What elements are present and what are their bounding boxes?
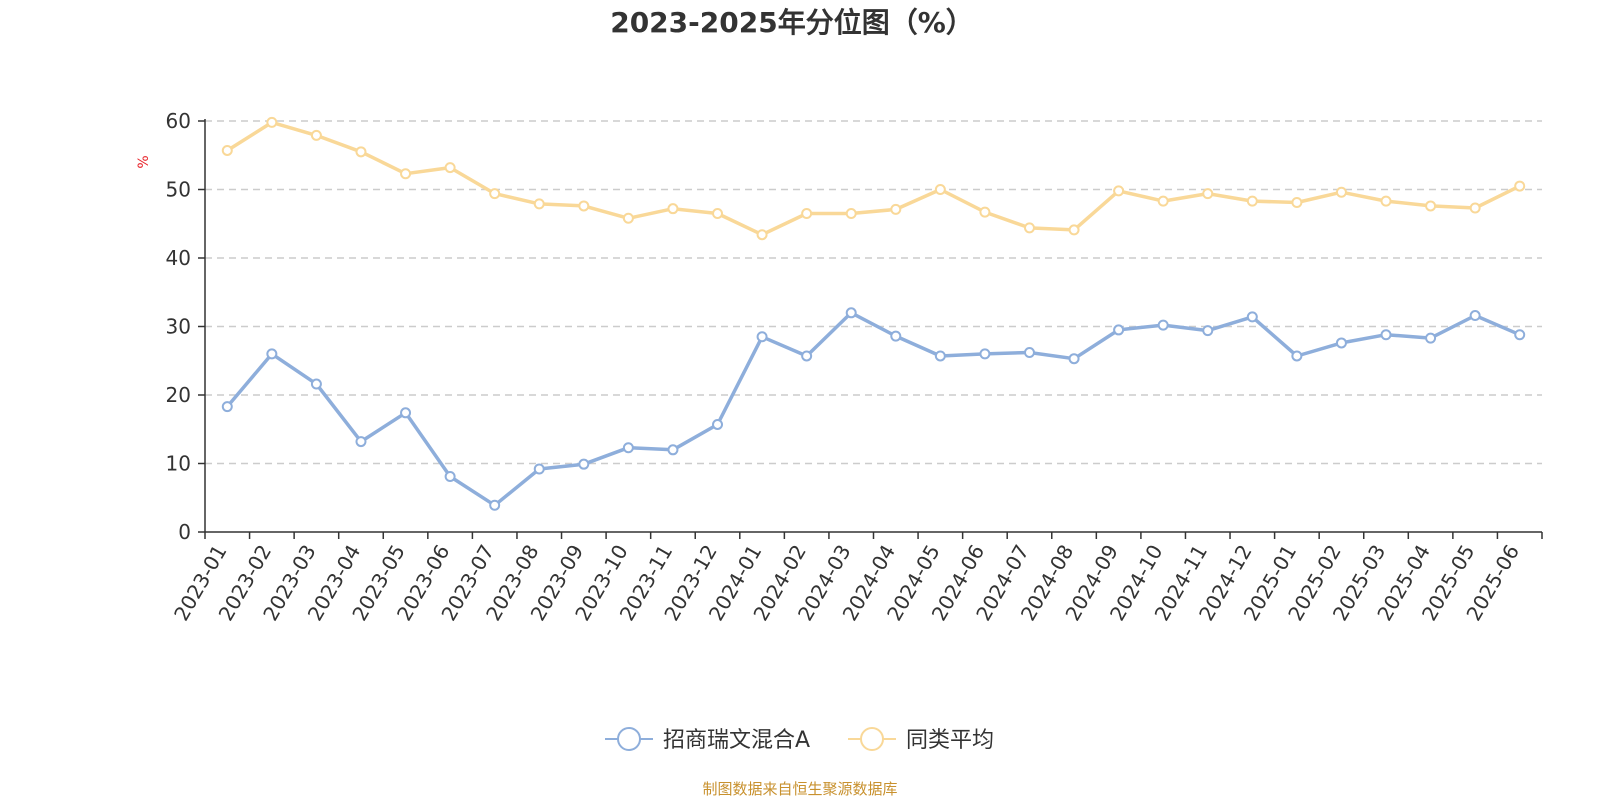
data-point [890,203,902,215]
data-point [355,146,367,158]
data-point [578,458,590,470]
data-point [1469,202,1481,214]
data-point [845,207,857,219]
source-note: 制图数据来自恒生聚源数据库 [702,780,897,798]
data-point [1023,222,1035,234]
data-point [578,200,590,212]
data-point [1202,325,1214,337]
data-point [1157,319,1169,331]
data-point [756,331,768,343]
data-point [221,401,233,413]
data-point [310,378,322,390]
y-tick-label: 0 [178,520,191,544]
data-point [355,436,367,448]
data-point [266,348,278,360]
data-point [489,499,501,511]
data-point [667,203,679,215]
data-point [1469,310,1481,322]
data-point [1425,332,1437,344]
data-point [622,212,634,224]
data-point [1380,195,1392,207]
data-point [400,168,412,180]
data-point [934,350,946,362]
data-point [1514,180,1526,192]
series-line-0 [225,311,1521,508]
data-point [801,350,813,362]
data-point [1514,329,1526,341]
data-point [1380,329,1392,341]
data-point [533,463,545,475]
data-point [712,418,724,430]
series-line-1 [226,120,1521,237]
data-point [667,444,679,456]
legend-marker-icon [617,727,641,751]
data-point [1113,185,1125,197]
data-point [622,442,634,454]
data-point [444,471,456,483]
data-point [1246,195,1258,207]
data-point [845,307,857,319]
y-tick-labels: 0 10 20 30 40 50 60 [166,109,191,544]
data-point [400,407,412,419]
y-axis-unit-label: % [136,155,152,168]
data-point [1023,347,1035,359]
legend-item-1[interactable]: 同类平均 [906,728,994,753]
data-point [979,348,991,360]
data-point [934,184,946,195]
data-point [266,116,278,128]
legend[interactable]: 招商瑞文混合A 同类平均 [605,727,994,753]
data-point [444,162,456,174]
data-point [1335,186,1347,198]
data-point [489,188,501,200]
data-point [1068,224,1080,236]
data-point [221,144,233,156]
data-point [979,206,991,218]
data-point [533,198,545,210]
axes [198,119,1543,539]
data-point [310,129,322,141]
y-tick-label: 40 [166,246,191,270]
y-tick-label: 50 [166,178,191,202]
data-point [1425,200,1437,212]
legend-marker-icon [860,727,884,751]
data-point [712,207,724,219]
y-tick-label: 30 [166,315,191,339]
legend-item-0[interactable]: 招商瑞文混合A [663,728,810,753]
y-tick-label: 10 [166,452,191,476]
y-tick-label: 20 [166,383,191,407]
data-point [1291,197,1303,209]
data-point [801,207,813,219]
data-point [1113,324,1125,336]
data-point [1291,350,1303,362]
data-point [1068,353,1080,365]
series-lines [221,116,1526,511]
gridlines [205,120,1542,465]
y-tick-label: 60 [166,109,191,133]
data-point [756,229,768,241]
chart-title: 2023-2025年分位图（%） [610,6,974,39]
x-tick-labels: 2023-012023-022023-032023-042023-052023-… [169,541,1524,625]
data-point [1246,311,1258,323]
data-point [1202,188,1214,200]
data-point [1157,195,1169,207]
data-point [890,330,902,342]
data-point [1335,337,1347,349]
